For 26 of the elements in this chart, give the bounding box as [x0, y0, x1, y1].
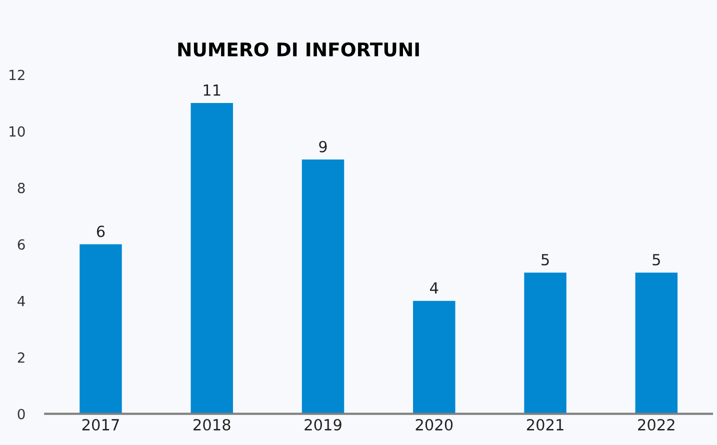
data-label: 5 — [652, 254, 660, 266]
y-tick-label: 8 — [18, 182, 25, 194]
x-tick-label: 2021 — [526, 418, 564, 431]
data-label: 5 — [542, 254, 549, 266]
y-tick-label: 10 — [10, 126, 25, 137]
x-tick-label: 2019 — [304, 418, 342, 431]
bar — [190, 103, 233, 414]
x-tick-label: 2018 — [194, 418, 230, 431]
data-label: 11 — [204, 84, 220, 96]
chart-title: NUMERO DI INFORTUNI — [178, 42, 419, 57]
y-tick-label: 4 — [18, 296, 25, 306]
y-tick-label: 6 — [18, 239, 25, 250]
data-label: 9 — [319, 140, 327, 152]
y-tick-label: 0 — [18, 408, 25, 420]
x-tick-label: 2022 — [638, 418, 674, 431]
bar — [302, 160, 344, 414]
data-label: 4 — [430, 282, 438, 294]
x-tick-label: 2017 — [82, 418, 119, 431]
bar — [80, 244, 122, 414]
data-label: 6 — [96, 226, 105, 238]
x-tick-label: 2020 — [416, 418, 453, 431]
bar — [524, 272, 566, 414]
bar — [635, 272, 678, 414]
y-tick-label: 2 — [18, 352, 24, 363]
y-tick-label: 12 — [10, 70, 24, 80]
bar — [413, 300, 456, 414]
